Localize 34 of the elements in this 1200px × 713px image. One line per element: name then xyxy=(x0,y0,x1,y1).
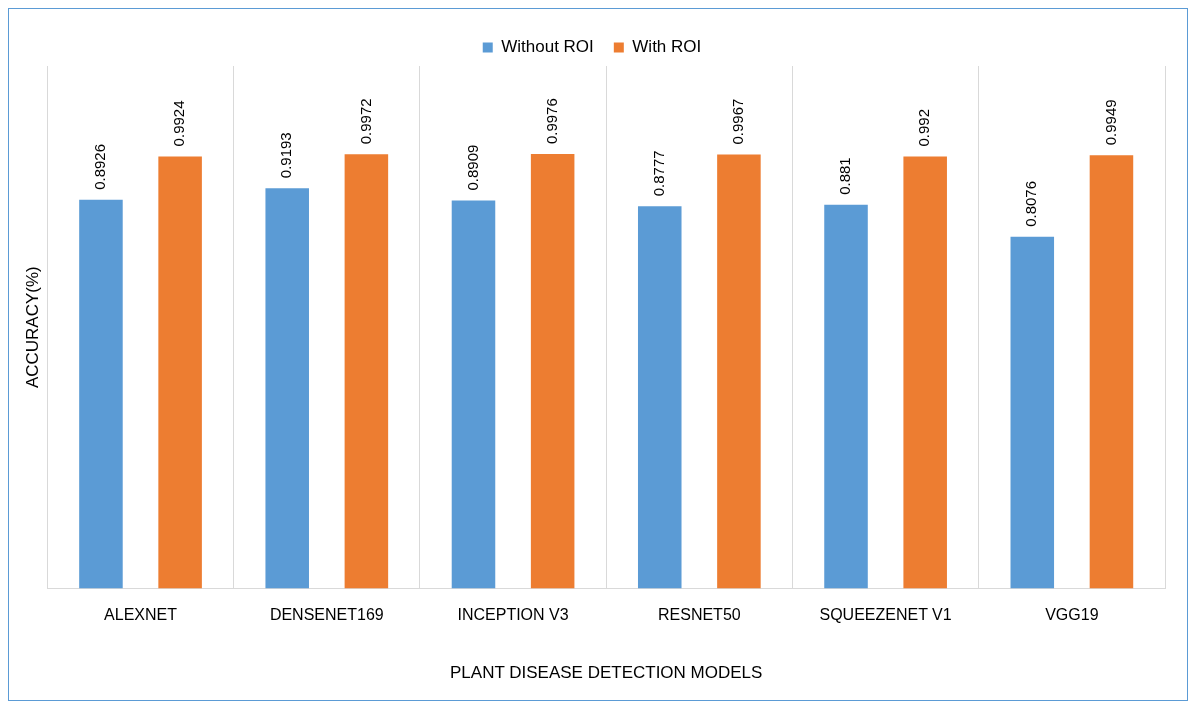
data-label: 0.9949 xyxy=(1101,99,1119,146)
bar xyxy=(79,199,123,589)
bar xyxy=(637,206,682,589)
legend-label: With ROI xyxy=(632,37,702,57)
y-axis-title: ACCURACY(%) xyxy=(22,266,42,389)
bar xyxy=(158,156,202,589)
x-tick-label: RESNET50 xyxy=(657,606,741,624)
x-tick-label: VGG19 xyxy=(1045,606,1099,624)
data-label: 0.8909 xyxy=(463,144,481,191)
data-label: 0.8777 xyxy=(649,150,667,197)
data-label: 0.8926 xyxy=(91,143,109,190)
bar xyxy=(1010,236,1055,589)
data-label: 0.9924 xyxy=(170,100,188,147)
data-label: 0.9967 xyxy=(729,98,747,145)
data-label: 0.9193 xyxy=(277,132,295,179)
legend-label: Without ROI xyxy=(501,37,594,57)
x-tick-label: SQUEEZENET V1 xyxy=(819,606,952,624)
bar xyxy=(824,204,868,589)
x-tick-label: ALEXNET xyxy=(104,606,178,624)
data-label: 0.9976 xyxy=(542,98,560,145)
bar xyxy=(530,154,575,589)
x-tick-label: INCEPTION V3 xyxy=(457,606,569,624)
bar xyxy=(1089,155,1134,589)
bar xyxy=(451,200,496,589)
data-label: 0.9972 xyxy=(356,98,374,145)
data-label: 0.992 xyxy=(915,109,933,147)
x-tick-label: DENSENET169 xyxy=(269,606,384,624)
bar xyxy=(717,154,761,589)
bar xyxy=(344,154,389,589)
data-label: 0.881 xyxy=(836,157,854,195)
bar xyxy=(265,188,309,589)
x-axis-title: PLANT DISEASE DETECTION MODELS xyxy=(450,663,763,683)
bar xyxy=(903,156,947,589)
data-label: 0.8076 xyxy=(1022,180,1040,227)
